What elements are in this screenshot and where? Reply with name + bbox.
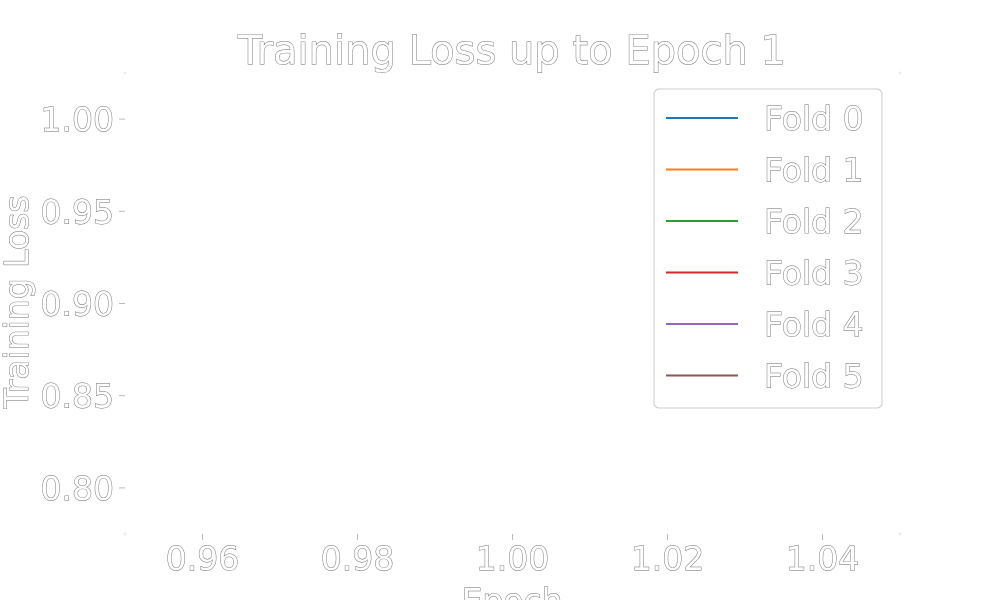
legend-label-fold-5: Fold 5 [764, 357, 864, 396]
legend-label-fold-2: Fold 2 [764, 202, 864, 241]
legend-label-fold-1: Fold 1 [764, 151, 864, 190]
y-tick-label: 1.00 [41, 100, 114, 139]
y-axis-label: Training Loss [0, 195, 36, 409]
plot-corner-bottom-right [898, 532, 902, 536]
legend-label-fold-3: Fold 3 [764, 254, 864, 293]
y-tick-label: 0.80 [41, 469, 114, 508]
x-tick-label: 1.04 [786, 539, 859, 578]
legend-items: Fold 0 Fold 1 Fold 2 Fold 3 Fold 4 Fold 5 [666, 99, 864, 396]
plot-corner-bottom-left [123, 532, 127, 536]
plot-corner-top-left [123, 71, 127, 75]
y-tick-label: 0.85 [41, 377, 114, 416]
y-tick-label: 0.90 [41, 285, 114, 324]
legend: Fold 0 Fold 1 Fold 2 Fold 3 Fold 4 Fold 5 [653, 88, 883, 409]
legend-label-fold-4: Fold 4 [764, 305, 864, 344]
x-tick-label: 1.02 [631, 539, 704, 578]
y-axis: 0.80 0.85 0.90 0.95 1.00 [40, 100, 125, 508]
chart-title: Training Loss up to Epoch 1 [237, 28, 786, 74]
x-tick-label: 0.96 [166, 539, 239, 578]
x-axis-label: Epoch [461, 581, 562, 600]
legend-label-fold-0: Fold 0 [764, 99, 864, 138]
x-tick-label: 0.98 [321, 539, 394, 578]
x-axis: 0.96 0.98 1.00 1.02 1.04 [165, 534, 860, 578]
plot-corner-top-right [898, 71, 902, 75]
x-tick-label: 1.00 [476, 539, 549, 578]
y-tick-label: 0.95 [41, 192, 114, 231]
plot-area [123, 71, 902, 536]
